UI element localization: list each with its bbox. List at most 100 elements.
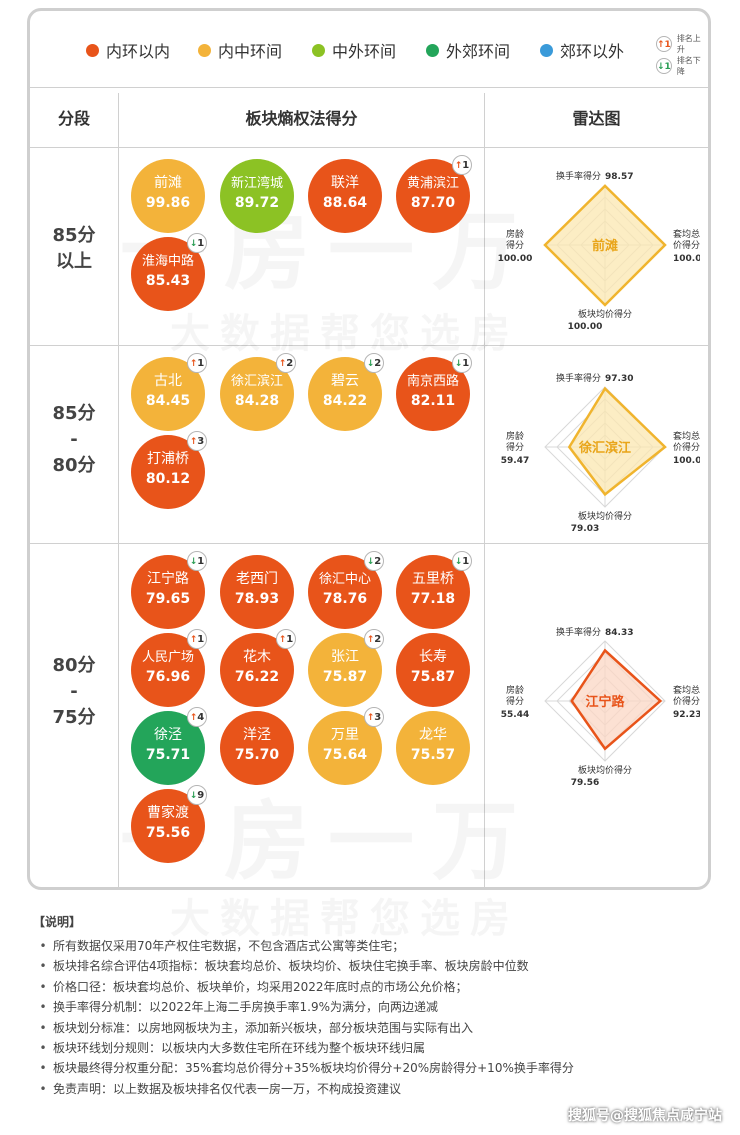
- radar-axis-label: 得分: [506, 441, 524, 453]
- rank-up-icon: ↑1: [276, 629, 296, 649]
- radar-value-label: 100.00: [568, 322, 603, 332]
- district-name: 南京西路: [406, 374, 459, 389]
- radar-chart: 江宁路 换手率得分 84.33 套均总价得分 92.23 板块均价得分 79.56 房龄得分 5…: [501, 626, 700, 788]
- radar-value-label: 84.33: [605, 628, 633, 638]
- district-score: 75.87: [410, 669, 456, 685]
- note-item: 板块划分标准：以房地网板块为主，添加新兴板块，部分板块范围与实际有出入: [33, 1018, 723, 1038]
- radar-axis-label: 换手率得分: [556, 170, 601, 182]
- rank-up-icon: ↑1: [187, 353, 207, 373]
- district-score: 78.93: [234, 591, 280, 607]
- district-bubble: 南京西路 82.11 ↓1: [396, 353, 472, 431]
- district-name: 徐泾: [154, 727, 182, 743]
- radar-axis-label: 套均总: [673, 684, 700, 696]
- district-score: 75.71: [145, 747, 191, 763]
- legend-label: 内中环间: [218, 42, 283, 61]
- ranking-card: 内环以内 内中环间 中外环间 外郊环间 郊环以外 ↑1 排名上升 ↓1 排名下降 分段 …: [27, 8, 711, 942]
- tier-label-line: 75分: [52, 707, 96, 728]
- radar-axis-label: 换手率得分: [556, 626, 601, 638]
- district-score: 77.18: [410, 591, 456, 607]
- district-bubble: 徐汇滨江 84.28 ↑2: [220, 353, 296, 431]
- tier-label: 80分 - 75分: [30, 653, 118, 731]
- rank-up-icon: ↑3: [187, 431, 207, 451]
- radar-axis-label: 套均总: [673, 228, 700, 240]
- radar-chart: 前滩 换手率得分 98.57 套均总价得分 100.00 板块均价得分 100.00 房龄得分…: [498, 170, 700, 332]
- rank-down-label: 排名下降: [676, 56, 701, 76]
- header-segment: 分段: [57, 109, 90, 128]
- rank-up-key: ↑1 排名上升: [656, 33, 708, 55]
- radar-axis-label: 板块均价得分: [578, 510, 632, 522]
- legend-item: 内环以内: [86, 39, 170, 61]
- watermark: 大数据帮您选房: [170, 301, 520, 359]
- divider: [30, 345, 708, 346]
- note-item: 板块环线划分规则：以板块内大多数住宅所在环线为整个板块环线归属: [33, 1038, 723, 1058]
- rank-up-icon: ↑2: [276, 353, 296, 373]
- radar-axis-label: 套均总: [673, 430, 700, 442]
- district-name: 洋泾: [243, 727, 271, 743]
- district-bubble: 洋泾 75.70: [220, 711, 294, 785]
- district-score: 76.96: [145, 669, 191, 685]
- district-score: 99.86: [145, 195, 191, 211]
- district-bubble: 曹家渡 75.56 ↓9: [131, 785, 207, 863]
- district-score: 89.72: [234, 195, 280, 211]
- note-item: 价格口径：板块套均总价、板块单价，均采用2022年底时点的市场公允价格；: [33, 977, 723, 997]
- district-name: 前滩: [154, 175, 182, 191]
- legend-label: 内环以内: [106, 42, 171, 61]
- note-item: 所有数据仅采用70年产权住宅数据，不包含酒店式公寓等类住宅；: [33, 936, 723, 956]
- district-bubble: 黄浦滨江 87.70 ↑1: [396, 155, 472, 233]
- district-bubble: 碧云 84.22 ↓2: [308, 353, 384, 431]
- note-item: 板块排名综合评估4项指标：板块套均总价、板块均价、板块住宅换手率、板块房龄中位数: [33, 956, 723, 976]
- tier-label-line: 以上: [56, 251, 92, 272]
- tier-label-line: 80分: [52, 655, 96, 676]
- district-name: 黄浦滨江: [406, 176, 459, 191]
- notes-title: 【说明】: [33, 915, 82, 929]
- district-name: 联洋: [331, 175, 359, 191]
- tier-label-line: -: [70, 681, 78, 702]
- note-item: 板块最终得分权重分配：35%套均总价得分+35%板块均价得分+20%房龄得分+1…: [33, 1058, 723, 1078]
- tier-label-line: -: [70, 429, 78, 450]
- rank-down-icon: ↓9: [187, 785, 207, 805]
- district-score: 87.70: [410, 195, 456, 211]
- district-score: 84.28: [234, 393, 280, 409]
- district-score: 75.56: [145, 825, 191, 841]
- district-bubble: 江宁路 79.65 ↓1: [131, 551, 207, 629]
- district-score: 88.64: [322, 195, 368, 211]
- rank-down-icon: ↓1: [656, 58, 672, 74]
- header-radar: 雷达图: [572, 109, 621, 128]
- radar-value-label: 98.57: [605, 172, 633, 182]
- tier-label-line: 85分: [52, 403, 96, 424]
- district-name: 打浦桥: [147, 451, 189, 467]
- radar-value-label: 59.47: [501, 456, 529, 466]
- district-score: 75.70: [234, 747, 280, 763]
- district-name: 淮海中路: [141, 254, 194, 269]
- radar-value-label: 100.00: [673, 254, 700, 264]
- district-bubble: 老西门 78.93: [220, 555, 294, 629]
- district-name: 龙华: [419, 727, 447, 743]
- district-score: 84.22: [322, 393, 368, 409]
- divider: [30, 543, 708, 544]
- legend-dot-icon: [426, 43, 439, 57]
- district-bubble: 古北 84.45 ↑1: [131, 353, 207, 431]
- district-name: 张江: [331, 649, 359, 665]
- radar-axis-label: 价得分: [673, 441, 700, 453]
- legend-dot-icon: [198, 43, 211, 57]
- rank-up-icon: ↑1: [187, 629, 207, 649]
- radar-axis-label: 得分: [506, 695, 524, 707]
- legend-dot-icon: [312, 43, 325, 57]
- radar-axis-label: 房龄: [506, 430, 524, 442]
- rank-up-icon: ↑3: [364, 707, 384, 727]
- note-item: 换手率得分机制：以2022年上海二手房换手率1.9%为满分，向两边递减: [33, 997, 723, 1017]
- district-score: 82.11: [410, 393, 456, 409]
- district-score: 75.57: [410, 747, 456, 763]
- district-name: 五里桥: [412, 571, 454, 587]
- district-name: 长寿: [419, 649, 447, 665]
- district-score: 75.87: [322, 669, 368, 685]
- radar-value-label: 79.03: [571, 524, 599, 534]
- district-bubble: 打浦桥 80.12 ↑3: [131, 431, 207, 509]
- radar-series-area: [567, 386, 667, 497]
- radar-axis-label: 板块均价得分: [578, 308, 632, 320]
- rank-down-icon: ↓1: [452, 551, 472, 571]
- legend-label: 外郊环间: [446, 42, 511, 61]
- radar-series-area: [543, 184, 667, 307]
- rank-down-key: ↓1 排名下降: [656, 55, 708, 77]
- district-name: 万里: [331, 727, 359, 743]
